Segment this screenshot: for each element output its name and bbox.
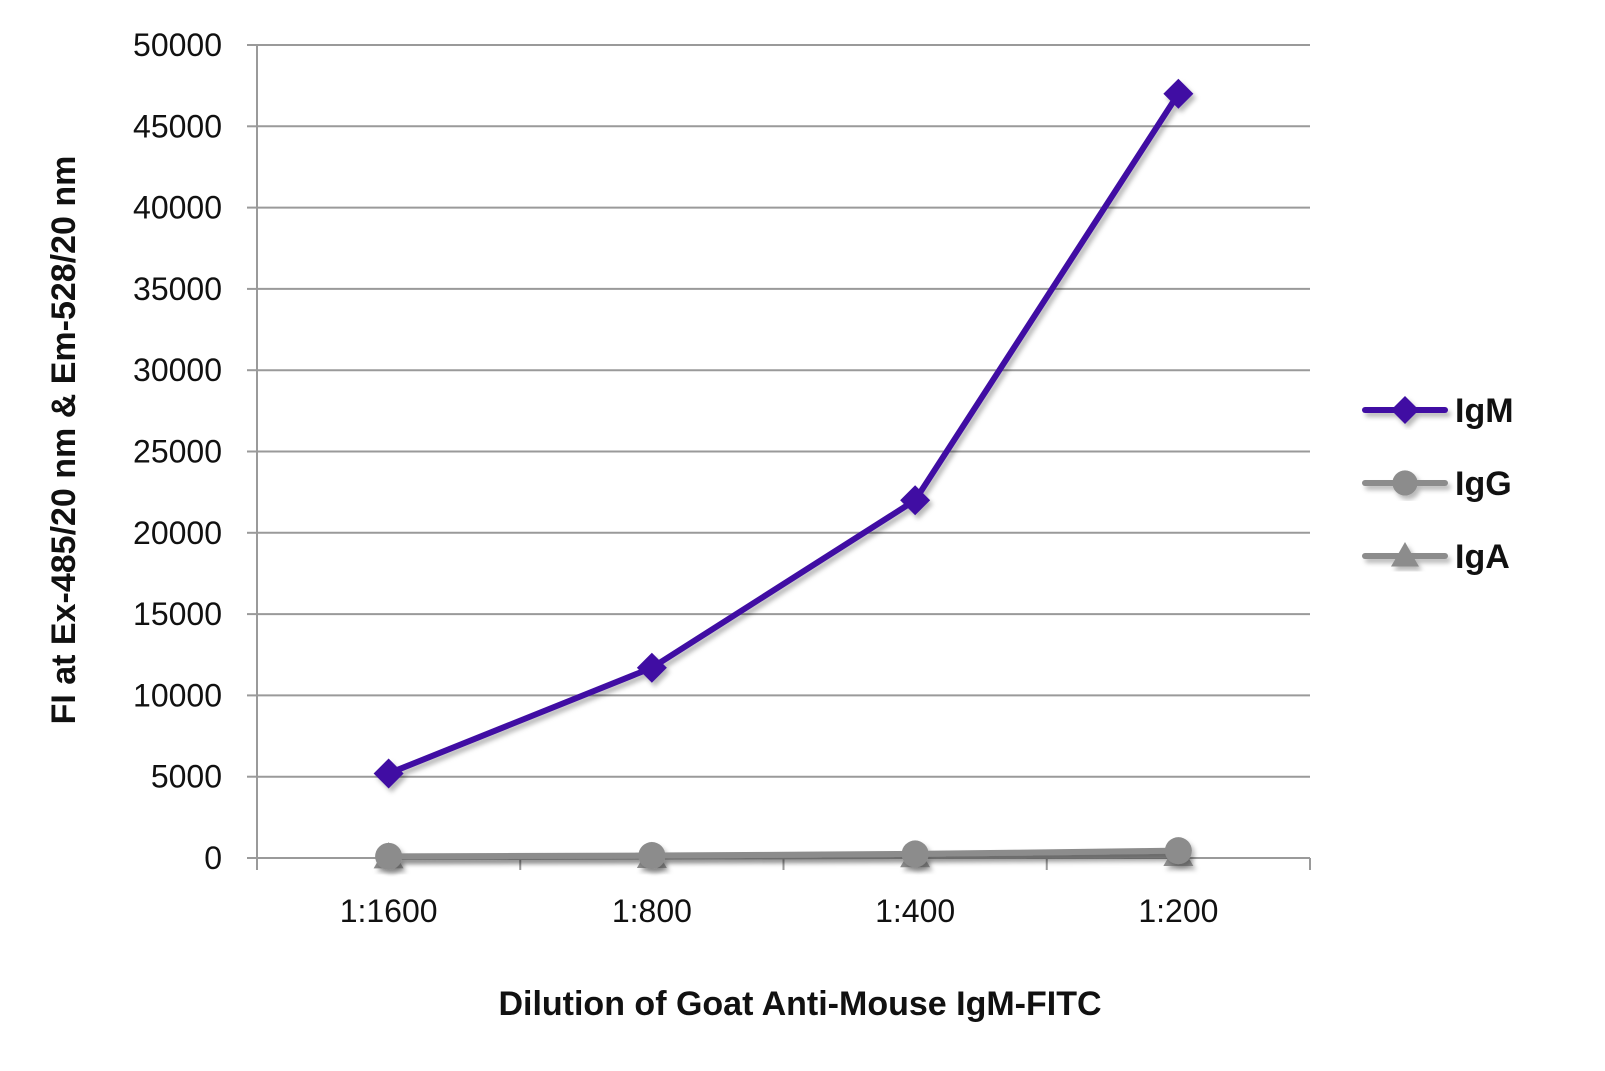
data-point [638, 842, 666, 870]
y-tick-label: 0 [204, 840, 222, 876]
legend-label: IgA [1455, 538, 1510, 576]
legend-item-igg [1362, 470, 1448, 496]
legend-item-igm [1362, 396, 1448, 424]
data-point [1163, 78, 1194, 109]
series-igg [375, 837, 1192, 870]
data-point [636, 652, 667, 683]
data-point [900, 485, 931, 516]
x-tick-label: 1:200 [1138, 893, 1218, 929]
y-tick-label: 25000 [133, 434, 222, 470]
legend: IgM IgG IgA [1362, 392, 1514, 576]
series-line [385, 847, 1182, 860]
y-tick-label: 5000 [151, 759, 222, 795]
series-igm [373, 78, 1194, 789]
data-point [375, 842, 403, 870]
y-tick-label: 20000 [133, 515, 222, 551]
x-tick-label: 1:1600 [340, 893, 438, 929]
data-point [1164, 837, 1192, 865]
data-point [373, 758, 404, 789]
x-axis-title: Dilution of Goat Anti-Mouse IgM-FITC [498, 985, 1101, 1023]
grid-layer [257, 44, 1310, 859]
y-tick-label: 15000 [133, 596, 222, 632]
y-tick-label: 40000 [133, 190, 222, 226]
series-line [385, 90, 1182, 777]
series-layer [373, 78, 1194, 870]
legend-marker [1391, 396, 1419, 424]
y-tick-label: 35000 [133, 271, 222, 307]
x-tick-label: 1:800 [612, 893, 692, 929]
y-tick-label: 30000 [133, 352, 222, 388]
legend-marker [1391, 542, 1419, 567]
label-layer: Dilution of Goat Anti-Mouse IgM-FITC FI … [45, 156, 1102, 1023]
legend-item-iga [1362, 542, 1448, 567]
legend-label: IgM [1455, 392, 1514, 430]
legend-label: IgG [1455, 465, 1512, 503]
y-tick-label: 50000 [133, 27, 222, 63]
data-point [901, 840, 929, 868]
axis-layer: 0 5000 10000 15000 20000 25000 30000 35000 40000… [133, 27, 1311, 929]
legend-marker [1392, 470, 1418, 496]
y-tick-label: 45000 [133, 108, 222, 144]
x-tick-label: 1:400 [875, 893, 955, 929]
y-axis-title: FI at Ex-485/20 nm & Em-528/20 nm [45, 156, 83, 725]
y-tick-label: 10000 [133, 677, 222, 713]
